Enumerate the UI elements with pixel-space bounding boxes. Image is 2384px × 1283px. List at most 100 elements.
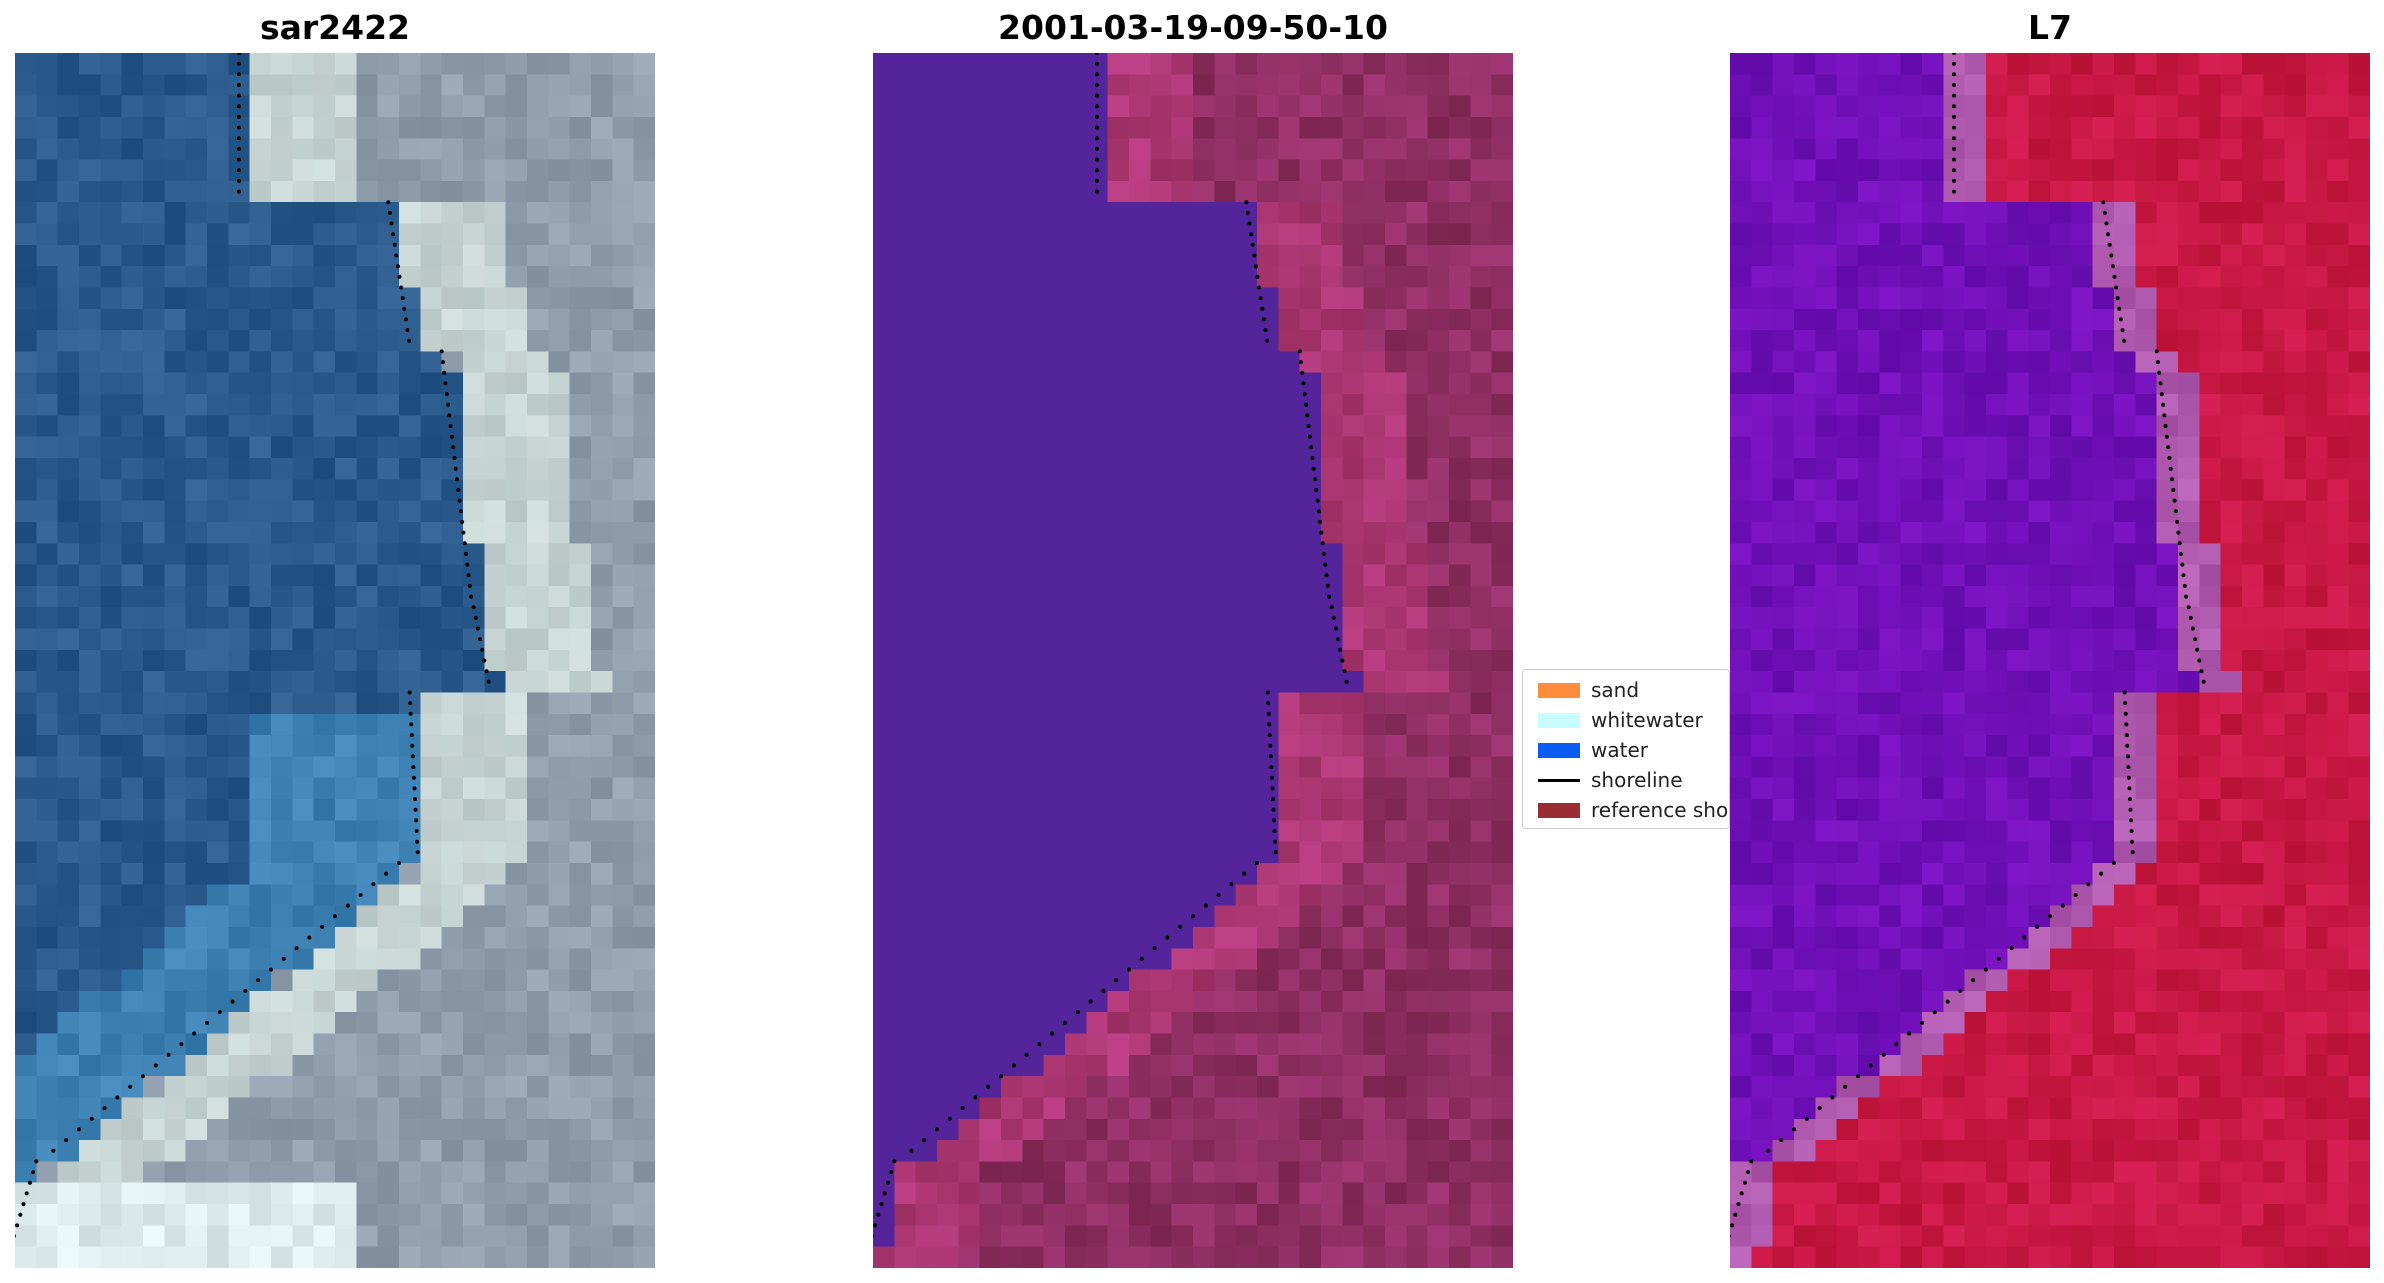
shoreline-point bbox=[1868, 1063, 1873, 1068]
shoreline-point bbox=[1730, 1234, 1731, 1238]
shoreline-point bbox=[440, 360, 445, 365]
shoreline-point bbox=[2114, 285, 2119, 290]
shoreline-point bbox=[1971, 978, 1976, 983]
shoreline-point bbox=[2195, 647, 2200, 652]
shoreline-point bbox=[2109, 253, 2114, 258]
shoreline-point bbox=[237, 61, 241, 66]
classified-image-panel bbox=[873, 53, 1513, 1268]
shoreline-point bbox=[2120, 328, 2125, 333]
shoreline-point bbox=[1329, 605, 1334, 610]
shoreline-point bbox=[1313, 477, 1317, 482]
shoreline-point bbox=[443, 381, 448, 386]
shoreline-point bbox=[1340, 658, 1345, 663]
legend-item-whitewater: whitewater bbox=[1531, 704, 1729, 734]
shoreline-point bbox=[1095, 146, 1099, 151]
shoreline-point bbox=[1327, 594, 1332, 599]
shoreline-point bbox=[407, 338, 412, 343]
shoreline-point bbox=[2186, 605, 2191, 610]
shoreline-point bbox=[1324, 573, 1329, 578]
shoreline-point bbox=[371, 882, 376, 887]
shoreline-point bbox=[386, 200, 391, 205]
shoreline-point bbox=[1733, 1212, 1738, 1217]
shoreline-point bbox=[465, 562, 470, 567]
shoreline-point bbox=[333, 914, 337, 919]
shoreline-point bbox=[1263, 328, 1268, 333]
shoreline-point bbox=[18, 1212, 23, 1217]
shoreline-point bbox=[1250, 242, 1255, 247]
shoreline-point bbox=[2155, 360, 2160, 365]
shoreline-point bbox=[452, 456, 457, 460]
shoreline-point bbox=[230, 999, 235, 1004]
shoreline-point bbox=[1766, 1148, 1771, 1153]
shoreline-overlay-index bbox=[1730, 53, 2206, 1238]
shoreline-point bbox=[2123, 711, 2128, 716]
legend: sand whitewater water shoreline referenc… bbox=[1522, 669, 1730, 829]
shoreline-point bbox=[205, 1020, 209, 1025]
shoreline-point bbox=[387, 210, 392, 215]
shoreline-point bbox=[1894, 1042, 1899, 1047]
shoreline-point bbox=[1095, 83, 1099, 87]
shoreline-point bbox=[473, 615, 478, 620]
shoreline-point bbox=[1272, 829, 1277, 833]
shoreline-point bbox=[320, 924, 325, 929]
shoreline-point bbox=[1952, 178, 1956, 183]
shoreline-point bbox=[1127, 967, 1131, 972]
shoreline-point bbox=[1165, 935, 1170, 940]
shoreline-point bbox=[1114, 978, 1119, 983]
shoreline-point bbox=[2125, 743, 2130, 748]
shoreline-point bbox=[2163, 424, 2168, 428]
shoreline-point bbox=[1268, 754, 1273, 759]
shoreline-point bbox=[1302, 392, 1307, 397]
shoreline-point bbox=[935, 1127, 939, 1132]
shoreline-point bbox=[408, 701, 413, 706]
shoreline-point bbox=[2201, 679, 2206, 684]
legend-item-water: water bbox=[1531, 734, 1729, 764]
shoreline-point bbox=[1338, 647, 1343, 652]
shoreline-point bbox=[358, 893, 363, 897]
shoreline-point bbox=[1952, 83, 1956, 87]
shoreline-point bbox=[2173, 509, 2178, 514]
shoreline-point bbox=[415, 850, 420, 855]
shoreline-point bbox=[1306, 424, 1311, 428]
shoreline-point bbox=[1095, 72, 1099, 77]
shoreline-point bbox=[141, 1074, 145, 1079]
shoreline-point bbox=[1266, 701, 1271, 706]
shoreline-point bbox=[462, 541, 467, 546]
shoreline-point bbox=[237, 53, 241, 55]
shoreline-point bbox=[1011, 1063, 1016, 1068]
shoreline-point bbox=[2130, 839, 2135, 844]
shoreline-point bbox=[1804, 1116, 1809, 1121]
shoreline-point bbox=[1271, 797, 1275, 802]
shoreline-point bbox=[2199, 669, 2204, 674]
shoreline-point bbox=[1316, 509, 1321, 514]
shoreline-point bbox=[1095, 178, 1099, 183]
shoreline-point bbox=[413, 807, 418, 812]
shoreline-point bbox=[1333, 626, 1338, 631]
shoreline-point bbox=[1984, 967, 1988, 972]
shoreline-point bbox=[451, 445, 456, 450]
shoreline-point bbox=[237, 93, 241, 98]
shoreline-point bbox=[1298, 360, 1303, 365]
shoreline-point bbox=[2157, 370, 2162, 375]
shoreline-point bbox=[455, 477, 459, 482]
shoreline-point bbox=[414, 829, 419, 833]
shoreline-point bbox=[411, 765, 416, 770]
shoreline-point bbox=[447, 413, 452, 418]
shoreline-point bbox=[1095, 136, 1099, 141]
sand-swatch bbox=[1538, 683, 1580, 698]
shoreline-point bbox=[409, 722, 414, 727]
shoreline-point bbox=[1730, 1223, 1735, 1228]
shoreline-point bbox=[2123, 701, 2128, 706]
shoreline-point bbox=[2102, 210, 2107, 215]
shoreline-point bbox=[1191, 914, 1195, 919]
shoreline-point bbox=[410, 754, 415, 759]
shoreline-point bbox=[1305, 413, 1310, 418]
shoreline-point bbox=[999, 1074, 1003, 1079]
shoreline-point bbox=[2177, 541, 2182, 546]
shoreline-point bbox=[402, 306, 407, 311]
shoreline-point bbox=[15, 1234, 16, 1238]
shoreline-point bbox=[1952, 104, 1956, 109]
shoreline-point bbox=[2181, 573, 2186, 578]
shoreline-point bbox=[243, 988, 248, 993]
shoreline-point bbox=[2110, 264, 2115, 269]
